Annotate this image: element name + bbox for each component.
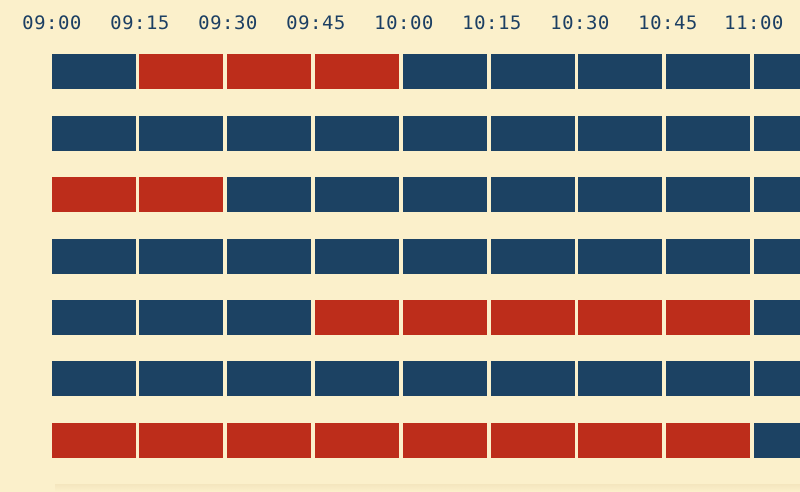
time-slot-available[interactable] [491, 116, 575, 151]
time-label-0930: 09:30 [198, 12, 258, 34]
schedule-row-4 [0, 239, 800, 274]
schedule-row-1 [0, 54, 800, 89]
time-slot-available[interactable] [578, 177, 662, 212]
time-slot-available[interactable] [666, 239, 750, 274]
time-slot-available[interactable] [227, 300, 311, 335]
time-label-0915: 09:15 [110, 12, 170, 34]
time-slot-available[interactable] [754, 177, 800, 212]
time-slot-available[interactable] [754, 423, 800, 458]
time-slot-available[interactable] [754, 361, 800, 396]
time-slot-available[interactable] [227, 116, 311, 151]
time-slot-available[interactable] [139, 116, 223, 151]
time-slot-available[interactable] [52, 116, 136, 151]
time-slot-available[interactable] [754, 54, 800, 89]
time-slot-booked[interactable] [666, 423, 750, 458]
time-slot-available[interactable] [666, 361, 750, 396]
time-slot-available[interactable] [139, 300, 223, 335]
time-slot-booked[interactable] [227, 54, 311, 89]
time-slot-available[interactable] [754, 116, 800, 151]
time-slot-available[interactable] [52, 300, 136, 335]
time-slot-available[interactable] [227, 239, 311, 274]
time-slot-available[interactable] [403, 239, 487, 274]
time-slot-available[interactable] [315, 116, 399, 151]
time-slot-booked[interactable] [139, 423, 223, 458]
time-slot-available[interactable] [403, 361, 487, 396]
time-slot-booked[interactable] [139, 54, 223, 89]
time-slot-booked[interactable] [578, 300, 662, 335]
time-slot-available[interactable] [491, 177, 575, 212]
time-slot-booked[interactable] [139, 177, 223, 212]
time-slot-available[interactable] [315, 361, 399, 396]
time-slot-available[interactable] [491, 361, 575, 396]
time-label-1100: 11:00 [724, 12, 784, 34]
time-slot-booked[interactable] [315, 300, 399, 335]
schedule-row-3 [0, 177, 800, 212]
time-slot-available[interactable] [139, 361, 223, 396]
time-slot-booked[interactable] [491, 423, 575, 458]
time-slot-available[interactable] [52, 361, 136, 396]
time-slot-available[interactable] [52, 54, 136, 89]
time-slot-available[interactable] [578, 54, 662, 89]
time-label-0945: 09:45 [286, 12, 346, 34]
time-slot-available[interactable] [491, 54, 575, 89]
time-slot-available[interactable] [666, 177, 750, 212]
time-slot-available[interactable] [491, 239, 575, 274]
time-label-1030: 10:30 [550, 12, 610, 34]
time-slot-booked[interactable] [52, 177, 136, 212]
time-slot-available[interactable] [754, 239, 800, 274]
time-slot-available[interactable] [403, 116, 487, 151]
time-slot-booked[interactable] [403, 423, 487, 458]
time-slot-available[interactable] [315, 177, 399, 212]
schedule-row-6 [0, 361, 800, 396]
time-slot-available[interactable] [578, 239, 662, 274]
time-slot-available[interactable] [403, 177, 487, 212]
time-label-1045: 10:45 [638, 12, 698, 34]
time-slot-available[interactable] [578, 116, 662, 151]
time-slot-available[interactable] [139, 239, 223, 274]
time-slot-booked[interactable] [491, 300, 575, 335]
time-slot-available[interactable] [52, 239, 136, 274]
schedule-row-5 [0, 300, 800, 335]
schedule-row-7 [0, 423, 800, 458]
time-slot-available[interactable] [666, 116, 750, 151]
time-slot-booked[interactable] [315, 423, 399, 458]
time-header: 09:00 09:15 09:30 09:45 10:00 10:15 10:3… [0, 0, 800, 50]
time-slot-available[interactable] [666, 54, 750, 89]
time-slot-booked[interactable] [227, 423, 311, 458]
time-slot-booked[interactable] [403, 300, 487, 335]
time-label-1000: 10:00 [374, 12, 434, 34]
time-slot-booked[interactable] [666, 300, 750, 335]
time-slot-available[interactable] [754, 300, 800, 335]
time-label-1015: 10:15 [462, 12, 522, 34]
time-slot-available[interactable] [578, 361, 662, 396]
grid-bottom-shadow [55, 484, 800, 492]
time-slot-booked[interactable] [315, 54, 399, 89]
time-slot-booked[interactable] [578, 423, 662, 458]
time-slot-available[interactable] [403, 54, 487, 89]
time-slot-booked[interactable] [52, 423, 136, 458]
time-label-0900: 09:00 [22, 12, 82, 34]
time-slot-available[interactable] [227, 361, 311, 396]
schedule-row-2 [0, 116, 800, 151]
time-slot-available[interactable] [227, 177, 311, 212]
time-slot-available[interactable] [315, 239, 399, 274]
